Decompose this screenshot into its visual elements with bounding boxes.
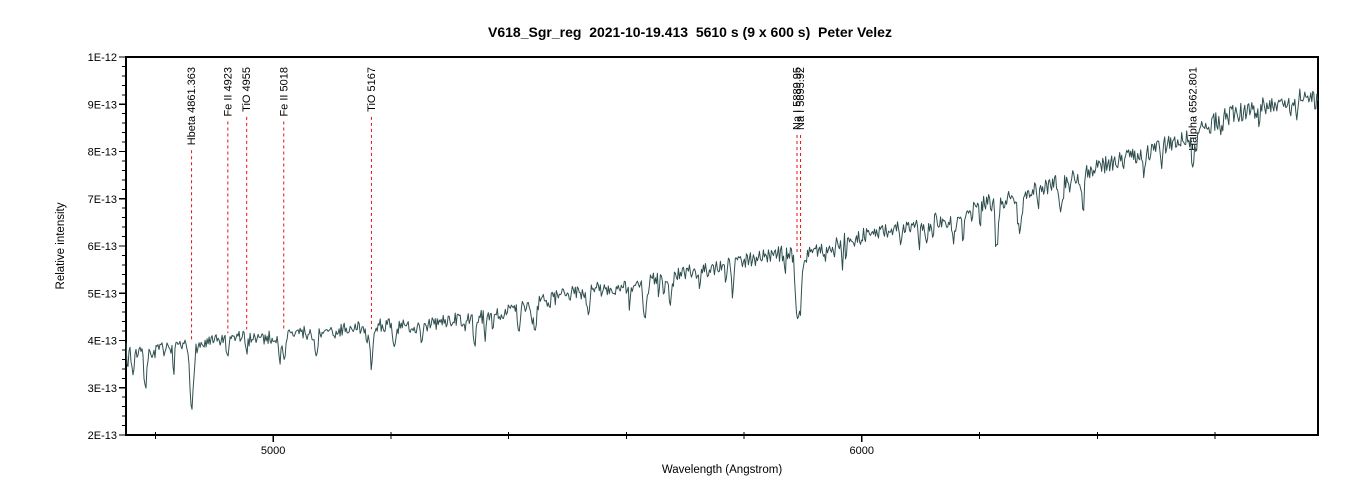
y-tick-label: 4E-13 [88,336,117,348]
spectral-line-label: Fe II 5018 [278,67,290,117]
y-tick-label: 7E-13 [88,194,117,206]
y-tick-label: 2E-13 [88,430,117,442]
y-tick-label: 6E-13 [88,241,117,253]
y-tick-label: 8E-13 [88,147,117,159]
spectrum-trace [125,88,1319,410]
chart-title: V618_Sgr_reg 2021-10-19.413 5610 s (9 x … [488,24,892,40]
y-tick-label: 5E-13 [88,288,117,300]
x-tick-label: 6000 [850,445,874,457]
y-tick-label: 3E-13 [88,383,117,395]
spectral-line-label: Na I 5889.95 [792,67,804,130]
y-tick-label: 9E-13 [88,99,117,111]
x-tick-label: 5000 [261,445,285,457]
spectral-line-label: TiO 4955 [241,67,253,112]
plot-frame [125,56,1319,436]
plot-generated-content: 1E-12 9E-13 8E-13 7E-13 6E-13 5E-13 4E-13 3E-13… [88,52,1319,457]
spectral-line-label: Halpha 6562.801 [1188,67,1200,151]
x-axis-title: Wavelength (Angstrom) [662,464,783,476]
spectral-line-label: Na I 5895.92 [795,67,807,130]
spectral-line-label: Hbeta 4861.363 [186,67,198,145]
spectral-line-label: TiO 5167 [366,67,378,112]
spectral-line-label: Fe II 4923 [222,67,234,117]
y-axis-title: Relative intensity [55,202,67,289]
y-tick-label: 1E-12 [88,52,117,64]
